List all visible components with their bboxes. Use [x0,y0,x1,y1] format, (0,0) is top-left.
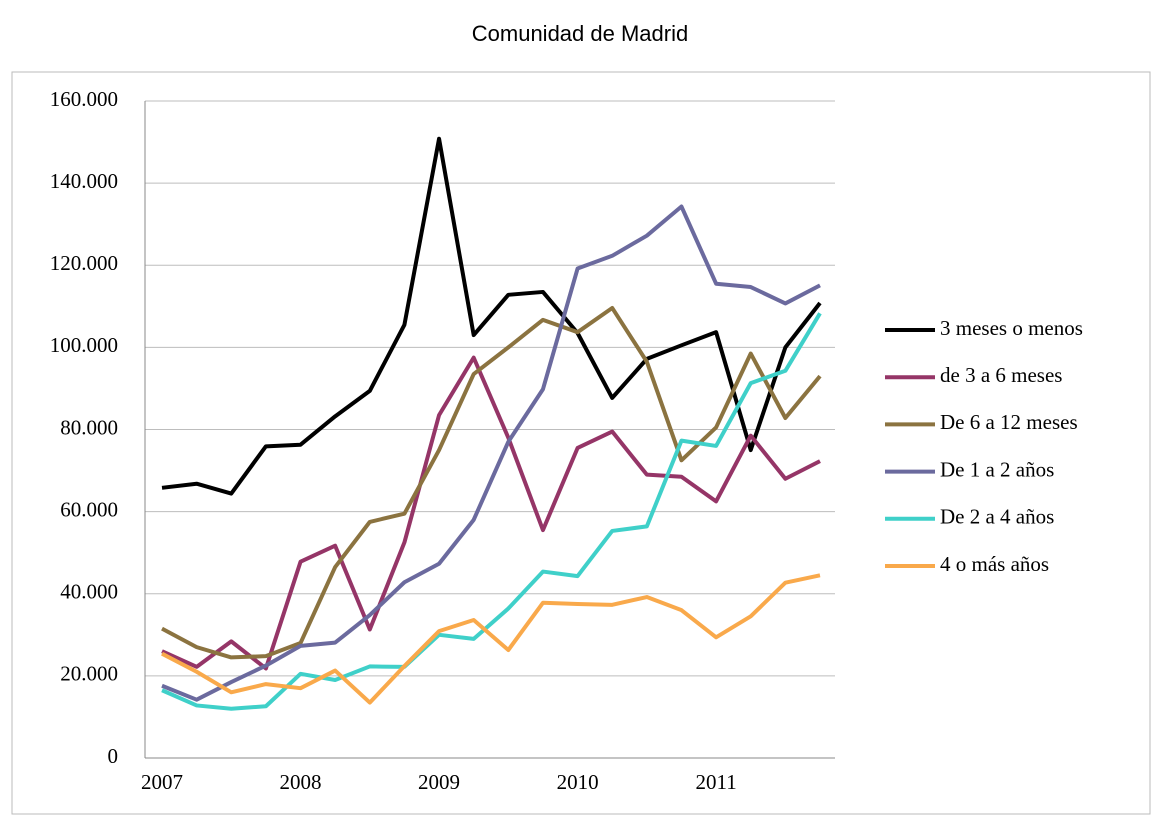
x-tick-label: 2011 [695,770,736,794]
x-tick-label: 2007 [141,770,183,794]
y-tick-label: 160.000 [50,87,118,111]
x-tick-label: 2010 [557,770,599,794]
y-tick-label: 80.000 [60,415,118,439]
chart-title: Comunidad de Madrid [472,21,688,46]
y-tick-label: 40.000 [60,580,118,604]
series-line [161,312,822,711]
x-tick-label: 2008 [280,770,322,794]
y-tick-label: 0 [108,744,119,768]
series-line [161,204,821,702]
series-line [161,573,821,705]
legend-label: De 1 a 2 años [940,457,1054,481]
y-tick-label: 60.000 [60,497,118,521]
legend-label: de 3 a 6 meses [940,363,1062,387]
y-tick-label: 20.000 [60,662,118,686]
series-line [161,136,822,496]
legend-label: 4 o más años [940,552,1049,576]
legend-label: De 6 a 12 meses [940,410,1078,434]
y-tick-label: 140.000 [50,169,118,193]
series-line [161,355,821,671]
x-tick-label: 2009 [418,770,460,794]
chart-border [11,71,1151,815]
series-line [161,305,822,660]
y-tick-label: 100.000 [50,333,118,357]
legend-label: 3 meses o menos [940,316,1083,340]
y-tick-label: 120.000 [50,251,118,275]
legend-label: De 2 a 4 años [940,505,1054,529]
